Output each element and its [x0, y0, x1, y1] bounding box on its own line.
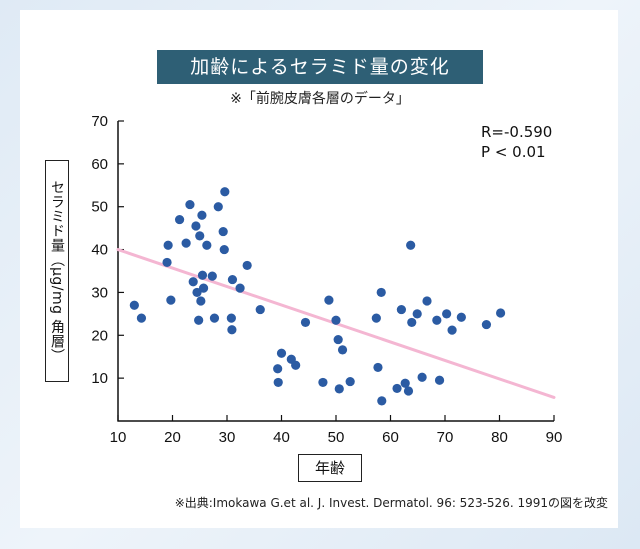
- data-point: [434, 375, 445, 385]
- data-point: [291, 360, 301, 370]
- data-point: [191, 221, 201, 231]
- data-point: [202, 240, 212, 250]
- data-point: [345, 376, 355, 387]
- data-point: [376, 287, 386, 298]
- data-point: [227, 274, 238, 285]
- data-point: [197, 270, 208, 280]
- data-points: [129, 187, 506, 406]
- chart-subtitle: ※「前腕皮膚各層のデータ」: [230, 91, 410, 107]
- data-point: [495, 308, 506, 318]
- data-point: [227, 325, 237, 335]
- data-point: [371, 313, 381, 323]
- data-point: [198, 283, 209, 293]
- data-point: [407, 317, 417, 328]
- data-point: [403, 386, 414, 396]
- y-tick-label: 20: [91, 327, 108, 344]
- source-footnote: ※出典:Imokawa G.et al. J. Invest. Dermatol…: [174, 496, 608, 510]
- r-value: R=-0.590: [481, 123, 553, 141]
- data-point: [235, 283, 245, 293]
- y-axis-label: セラミド量（μg/mg 角層）: [45, 160, 69, 382]
- data-point: [163, 240, 173, 250]
- data-point: [207, 271, 217, 281]
- data-point: [188, 277, 198, 287]
- data-point: [481, 319, 492, 330]
- data-point: [392, 383, 402, 394]
- x-tick-label: 90: [546, 429, 563, 446]
- data-point: [396, 304, 406, 315]
- data-point: [456, 312, 466, 322]
- chart-panel: [20, 10, 618, 528]
- data-point: [417, 372, 427, 382]
- data-point: [334, 384, 344, 394]
- data-point: [331, 315, 341, 325]
- data-point: [337, 345, 348, 355]
- data-point: [406, 240, 416, 250]
- data-point: [242, 260, 252, 271]
- data-point: [166, 295, 176, 305]
- y-tick-label: 10: [91, 370, 108, 387]
- data-point: [318, 377, 328, 388]
- data-point: [432, 315, 442, 325]
- data-point: [226, 313, 236, 323]
- data-point: [442, 309, 452, 319]
- x-tick-label: 30: [219, 429, 236, 446]
- x-tick-label: 80: [491, 429, 508, 446]
- x-tick-label: 40: [273, 429, 290, 446]
- x-tick-label: 10: [110, 429, 127, 446]
- x-tick-label: 60: [382, 429, 399, 446]
- x-tick-label: 50: [328, 429, 345, 446]
- data-point: [377, 396, 387, 406]
- data-point: [218, 226, 228, 237]
- data-point: [185, 199, 195, 210]
- data-point: [209, 313, 220, 323]
- data-point: [192, 287, 202, 298]
- data-point: [276, 348, 287, 358]
- data-point: [273, 377, 283, 388]
- data-point: [195, 231, 205, 241]
- stats-annotation: R=-0.590 P < 0.01: [481, 122, 552, 162]
- y-axis-label-text: セラミド量（μg/mg 角層）: [49, 179, 65, 363]
- data-point: [412, 309, 422, 319]
- axes: [117, 120, 555, 422]
- data-point: [194, 315, 204, 325]
- x-axis-label: 年齢: [298, 454, 362, 482]
- data-point: [373, 362, 383, 373]
- data-point: [219, 244, 229, 255]
- data-point: [255, 304, 265, 315]
- data-point: [273, 364, 283, 374]
- data-point: [181, 238, 191, 248]
- chart-title: 加齢によるセラミド量の変化: [157, 50, 483, 84]
- data-point: [400, 378, 410, 388]
- data-point: [136, 313, 147, 323]
- data-point: [333, 334, 343, 345]
- data-point: [197, 210, 207, 220]
- data-point: [174, 214, 185, 225]
- y-tick-label: 30: [91, 284, 108, 301]
- y-tick-label: 50: [91, 199, 108, 216]
- data-point: [196, 296, 206, 306]
- data-point: [162, 257, 172, 268]
- p-value: P < 0.01: [481, 143, 546, 161]
- data-point: [422, 296, 432, 306]
- x-tick-label: 70: [437, 429, 454, 446]
- data-point: [220, 187, 230, 197]
- data-point: [324, 295, 334, 305]
- y-tick-label: 60: [91, 156, 108, 173]
- data-point: [447, 325, 457, 335]
- tick-labels: 10 20 30 40 50 60 70 10 20 30 40 50 60 70 80 90: [91, 113, 562, 446]
- y-tick-label: 40: [91, 242, 108, 259]
- data-point: [213, 202, 223, 212]
- x-tick-label: 20: [164, 429, 181, 446]
- data-point: [129, 300, 139, 310]
- y-tick-label: 70: [91, 113, 108, 130]
- data-point: [300, 317, 311, 328]
